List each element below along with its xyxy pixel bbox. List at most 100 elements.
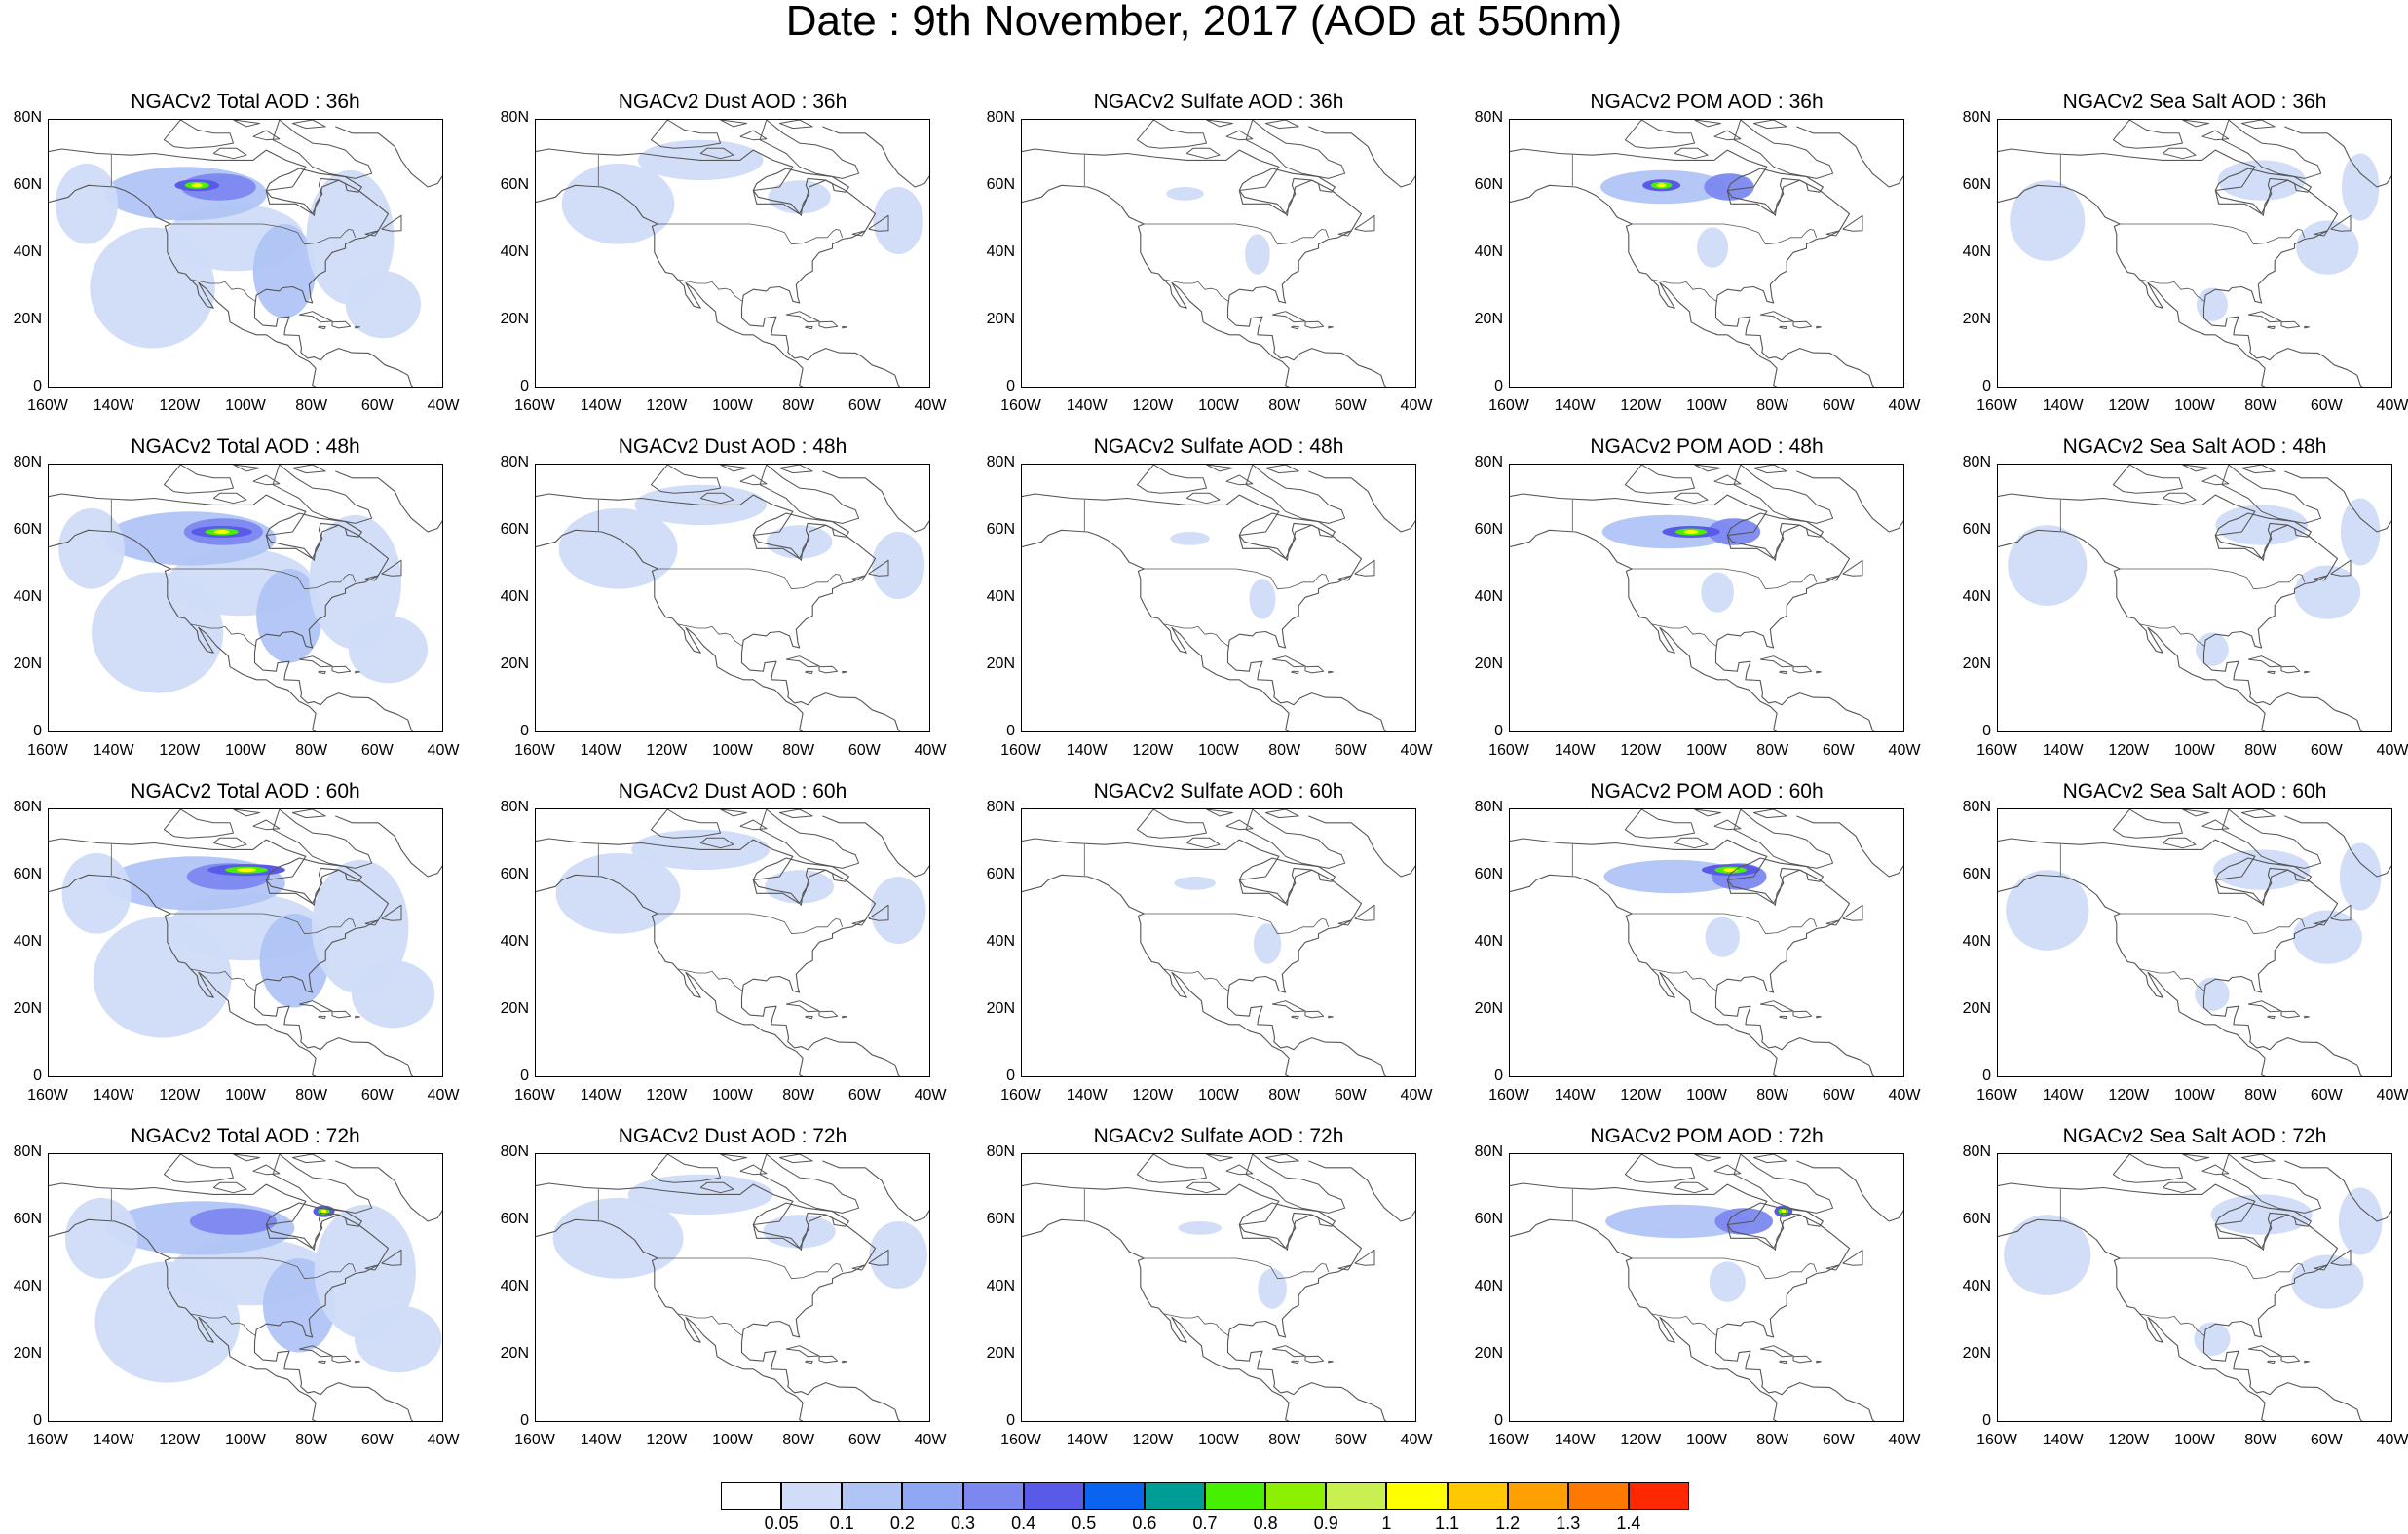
- island-coastline: [2304, 325, 2310, 329]
- island-coastline: [2182, 809, 2209, 817]
- island-coastline: [298, 1000, 333, 1013]
- colorbar-swatch: [1326, 1482, 1387, 1510]
- island-coastline: [1694, 809, 1721, 817]
- island-coastline: [1842, 559, 1863, 577]
- map-panel-pom-aod-48h: [1509, 464, 1904, 732]
- island-coastline: [364, 1264, 379, 1271]
- map-canvas: [49, 120, 442, 387]
- lon-tick-label: 120W: [1132, 1087, 1174, 1104]
- lon-tick-label: 160W: [514, 397, 555, 414]
- lat-tick-label: 20N: [13, 655, 42, 672]
- lon-tick-label: 100W: [712, 397, 753, 414]
- country-border: [190, 1313, 256, 1336]
- island-coastline: [1264, 809, 1299, 819]
- island-coastline: [778, 465, 813, 474]
- lon-tick-label: 120W: [646, 1087, 688, 1104]
- lat-tick-label: 40N: [986, 243, 1015, 260]
- lon-tick-label: 100W: [2174, 1087, 2215, 1104]
- aod-plume: [763, 1215, 836, 1249]
- island-coastline: [1779, 1015, 1787, 1020]
- island-coastline: [1759, 1000, 1794, 1013]
- map-panel-dust-aod-60h: [535, 808, 930, 1077]
- aod-plume: [768, 180, 831, 214]
- colorbar-swatch: [842, 1482, 903, 1510]
- colorbar-swatch: [1507, 1482, 1568, 1510]
- lat-tick-label: 0: [520, 1067, 529, 1084]
- island-coastline: [1328, 1015, 1334, 1019]
- island-coastline: [2330, 559, 2352, 577]
- lat-tick-label: 20N: [986, 311, 1015, 327]
- island-coastline: [2201, 130, 2230, 141]
- lon-tick-label: 140W: [2042, 742, 2084, 759]
- lon-tick-label: 60W: [1334, 1432, 1367, 1448]
- island-coastline: [291, 809, 326, 819]
- panel-title-sea-salt-aod-72h: NGACv2 Sea Salt AOD : 72h: [2062, 1125, 2327, 1147]
- panel-title-total-aod-36h: NGACv2 Total AOD : 36h: [131, 91, 360, 113]
- greenland-coastline: [822, 470, 929, 533]
- aod-plume: [2296, 220, 2359, 275]
- island-coastline: [1328, 670, 1334, 674]
- island-coastline: [212, 1181, 247, 1194]
- country-border: [1632, 1257, 1818, 1280]
- island-coastline: [252, 819, 281, 831]
- island-coastline: [355, 1015, 360, 1019]
- map-panel-sulfate-aod-72h: [1021, 1153, 1416, 1422]
- lat-tick-label: 20N: [500, 655, 529, 672]
- map-panel-dust-aod-36h: [535, 119, 930, 388]
- aod-field: [58, 507, 429, 693]
- island-coastline: [1136, 809, 1207, 839]
- lon-tick-label: 60W: [1822, 1087, 1855, 1104]
- island-coastline: [1733, 809, 1834, 869]
- lat-tick-label: 0: [33, 1412, 42, 1429]
- aod-plume: [1174, 877, 1216, 890]
- lat-tick-label: 40N: [1474, 588, 1503, 605]
- lat-tick-label: 80N: [13, 1143, 42, 1160]
- map-panel-total-aod-48h: [48, 464, 443, 732]
- lon-tick-label: 80W: [295, 397, 328, 414]
- island-coastline: [2304, 1015, 2310, 1019]
- island-coastline: [650, 809, 721, 839]
- lon-tick-label: 100W: [225, 397, 266, 414]
- island-coastline: [851, 1264, 866, 1271]
- greenland-coastline: [335, 470, 442, 533]
- lon-tick-label: 40W: [1400, 397, 1433, 414]
- lat-tick-label: 0: [1006, 1067, 1015, 1084]
- aod-plume: [2195, 977, 2230, 1011]
- aod-plume: [55, 163, 119, 244]
- lat-tick-label: 0: [520, 1412, 529, 1429]
- island-coastline: [331, 665, 352, 674]
- lon-tick-label: 140W: [93, 742, 134, 759]
- greenland-coastline: [335, 126, 442, 188]
- island-coastline: [785, 1000, 820, 1013]
- coastline: [1998, 1218, 2266, 1421]
- colorbar-swatch: [962, 1482, 1024, 1510]
- island-coastline: [1291, 325, 1299, 330]
- island-coastline: [2280, 665, 2301, 674]
- lon-tick-label: 80W: [782, 397, 815, 414]
- lon-tick-label: 60W: [360, 1087, 394, 1104]
- hudson-bay-coastline: [1726, 857, 1824, 906]
- lon-tick-label: 120W: [1132, 742, 1174, 759]
- greenland-coastline: [822, 815, 929, 878]
- panel-title-pom-aod-36h: NGACv2 POM AOD : 36h: [1590, 91, 1824, 113]
- hudson-bay-coastline: [752, 857, 849, 906]
- island-coastline: [1354, 559, 1375, 577]
- map-panel-dust-aod-72h: [535, 1153, 930, 1422]
- map-panel-pom-aod-72h: [1509, 1153, 1904, 1422]
- island-coastline: [2201, 474, 2230, 486]
- lat-tick-label: 0: [1006, 723, 1015, 739]
- lat-tick-label: 60N: [1962, 866, 1991, 882]
- lat-tick-label: 80N: [500, 799, 529, 815]
- lat-tick-label: 80N: [13, 799, 42, 815]
- map-canvas: [1998, 465, 2391, 731]
- aod-plume: [552, 1197, 684, 1279]
- island-coastline: [1759, 311, 1794, 323]
- island-coastline: [2267, 1360, 2276, 1365]
- lat-tick-label: 20N: [500, 311, 529, 327]
- lat-tick-label: 40N: [986, 588, 1015, 605]
- lon-tick-label: 60W: [1822, 1432, 1855, 1448]
- island-coastline: [2112, 120, 2183, 149]
- lat-tick-label: 60N: [1474, 176, 1503, 193]
- island-coastline: [1271, 655, 1306, 668]
- island-coastline: [272, 120, 373, 179]
